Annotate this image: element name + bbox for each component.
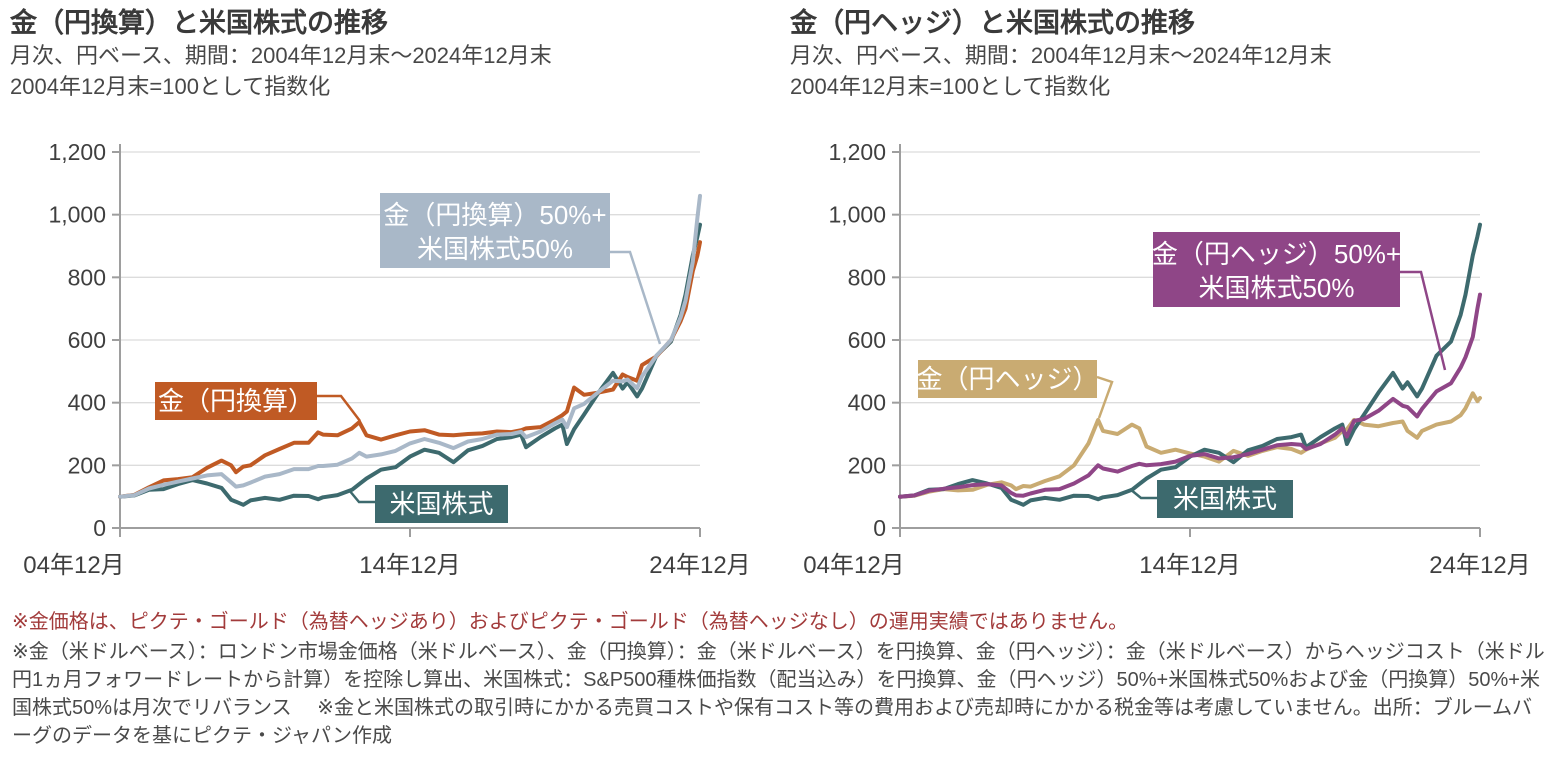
left-chart-subtitle-period: 月次、円ベース、期間：2004年12月末～2024年12月末 (10, 43, 552, 68)
right-chart-subtitle-period: 月次、円ベース、期間：2004年12月末～2024年12月末 (790, 43, 1332, 68)
footnote-notes-text: ※金（米ドルベース）：ロンドン市場金価格（米ドルベース）、金（円換算）：金（米ド… (12, 641, 1545, 747)
y-tick-label: 600 (68, 327, 106, 353)
series-label-box: 金（円ヘッジ）50%+ 米国株式50% (1152, 232, 1447, 371)
y-tick-label: 1,200 (828, 139, 886, 165)
left-chart-title: 金（円換算）と米国株式の推移 (10, 8, 388, 38)
y-tick-label: 800 (848, 264, 886, 290)
y-axis: 0 200 400 600 800 1,000 1,200 (828, 139, 901, 541)
y-tick-label: 0 (93, 515, 106, 541)
series-line-mix_gold_fx_us50 (118, 193, 702, 499)
y-tick-label: 800 (68, 264, 106, 290)
series-label-box: 米国株式 (348, 485, 508, 523)
x-tick-label: 04年12月 (803, 552, 904, 579)
gridlines (900, 151, 1480, 466)
left-chart-subtitle-index: 2004年12月末=100として指数化 (10, 74, 331, 99)
right-chart-panel: 金（円ヘッジ）と米国株式の推移 月次、円ベース、期間：2004年12月末～202… (790, 6, 1559, 606)
y-tick-label: 1,000 (828, 202, 886, 228)
series-line-mix_gold_hedged_us50 (898, 292, 1482, 499)
series-label-text: 金（円ヘッジ） (916, 364, 1098, 394)
series-label-box: 米国株式 (1129, 480, 1293, 518)
series-line-gold_jpy (118, 240, 702, 499)
y-tick-label: 400 (68, 390, 106, 416)
series-label-text: 米国株式50% (1198, 273, 1354, 303)
series-label-text: 米国株式 (389, 489, 493, 519)
series-line-us_equity (898, 222, 1482, 507)
series-label-text: 米国株式 (1173, 484, 1277, 514)
x-tick-label: 24年12月 (649, 552, 750, 579)
y-tick-label: 1,200 (48, 139, 106, 165)
y-tick-label: 200 (848, 452, 886, 478)
footnote-block: ※金価格は、ピクテ・ゴールド（為替ヘッジあり）およびピクテ・ゴールド（為替ヘッジ… (12, 608, 1550, 750)
right-chart-title: 金（円ヘッジ）と米国株式の推移 (790, 8, 1195, 38)
x-tick-label: 04年12月 (23, 552, 124, 579)
y-tick-label: 400 (848, 390, 886, 416)
y-tick-label: 200 (68, 452, 106, 478)
series-label-text: 金（円ヘッジ）50%+ (1152, 239, 1401, 269)
gold-fx-vs-us-equity-chart: 0 200 400 600 800 1,000 1,200 04年12月 14年12月 24年12… (23, 139, 751, 579)
gold-hedged-vs-us-equity-chart: 0 200 400 600 800 1,000 1,200 04年12月 14年12月 24年12… (803, 139, 1531, 579)
x-tick-label: 14年12月 (1139, 552, 1240, 579)
y-axis: 0 200 400 600 800 1,000 1,200 (48, 139, 121, 541)
y-tick-label: 1,000 (48, 202, 106, 228)
x-axis: 04年12月 14年12月 24年12月 (803, 527, 1531, 579)
y-tick-label: 600 (848, 327, 886, 353)
series-label-box: 金（円換算）50%+ 米国株式50% (380, 193, 662, 345)
series-label-box: 金（円ヘッジ） (916, 360, 1114, 419)
series-label-text: 金（円換算）50%+ (383, 200, 606, 230)
series-label-text: 米国株式50% (417, 234, 573, 264)
right-chart-subtitle-index: 2004年12月末=100として指数化 (790, 74, 1111, 99)
x-tick-label: 14年12月 (359, 552, 460, 579)
x-tick-label: 24年12月 (1429, 552, 1530, 579)
x-axis: 04年12月 14年12月 24年12月 (23, 527, 751, 579)
series-line-gold_hedged (898, 391, 1482, 499)
y-tick-label: 0 (873, 515, 886, 541)
series-label-box: 金（円換算） (155, 382, 361, 422)
footnote-warning-line: ※金価格は、ピクテ・ゴールド（為替ヘッジあり）およびピクテ・ゴールド（為替ヘッジ… (12, 611, 1129, 633)
series-label-text: 金（円換算） (158, 386, 314, 416)
left-chart-panel: 金（円換算）と米国株式の推移 月次、円ベース、期間：2004年12月末～2024… (10, 6, 780, 606)
series-line-us_equity (118, 222, 702, 507)
